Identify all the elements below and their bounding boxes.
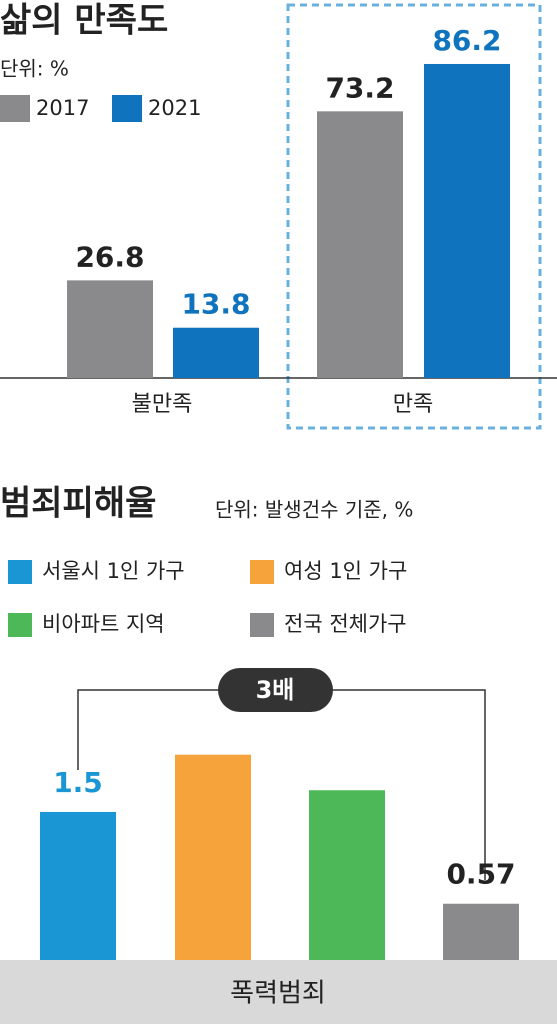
legend-label: 여성 1인 가구 [284, 559, 407, 583]
legend-swatch [112, 95, 142, 122]
bar [175, 754, 251, 960]
unit-label: 단위: % [0, 57, 69, 81]
legend-label: 2021 [148, 96, 201, 120]
annotation-pill [218, 668, 333, 712]
category-band [0, 960, 557, 1024]
legend-label: 서울시 1인 가구 [42, 559, 185, 583]
category-label: 폭력범죄 [230, 979, 326, 1009]
bar [173, 327, 259, 378]
bar [67, 280, 153, 378]
unit-label: 단위: 발생건수 기준, % [215, 498, 413, 522]
bar [40, 811, 116, 960]
legend-swatch [8, 560, 32, 584]
bar [424, 63, 510, 379]
chart-title: 삶의 만족도 [0, 1, 168, 41]
legend-label: 비아파트 지역 [42, 612, 165, 636]
value-label: 0.57 [446, 858, 515, 891]
value-label: 26.8 [75, 240, 144, 273]
value-label: 73.2 [325, 71, 394, 104]
value-label: 86.2 [432, 24, 501, 57]
bar [317, 111, 403, 378]
category-label: 불만족 [132, 392, 193, 417]
legend-label: 전국 전체가구 [284, 612, 407, 636]
legend-label: 2017 [36, 96, 89, 120]
legend-swatch [8, 613, 32, 637]
value-label: 13.8 [181, 288, 250, 321]
value-label: 1.5 [53, 766, 103, 799]
bracket [77, 689, 486, 880]
bar [309, 790, 385, 960]
annotation: 3배 [256, 676, 295, 704]
legend-swatch [250, 560, 274, 584]
bar [443, 903, 519, 960]
highlight-box [286, 3, 542, 430]
legend-swatch [250, 613, 274, 637]
category-label: 만족 [393, 392, 433, 417]
legend-swatch [0, 95, 30, 122]
chart-title: 범죄피해율 [0, 484, 156, 524]
